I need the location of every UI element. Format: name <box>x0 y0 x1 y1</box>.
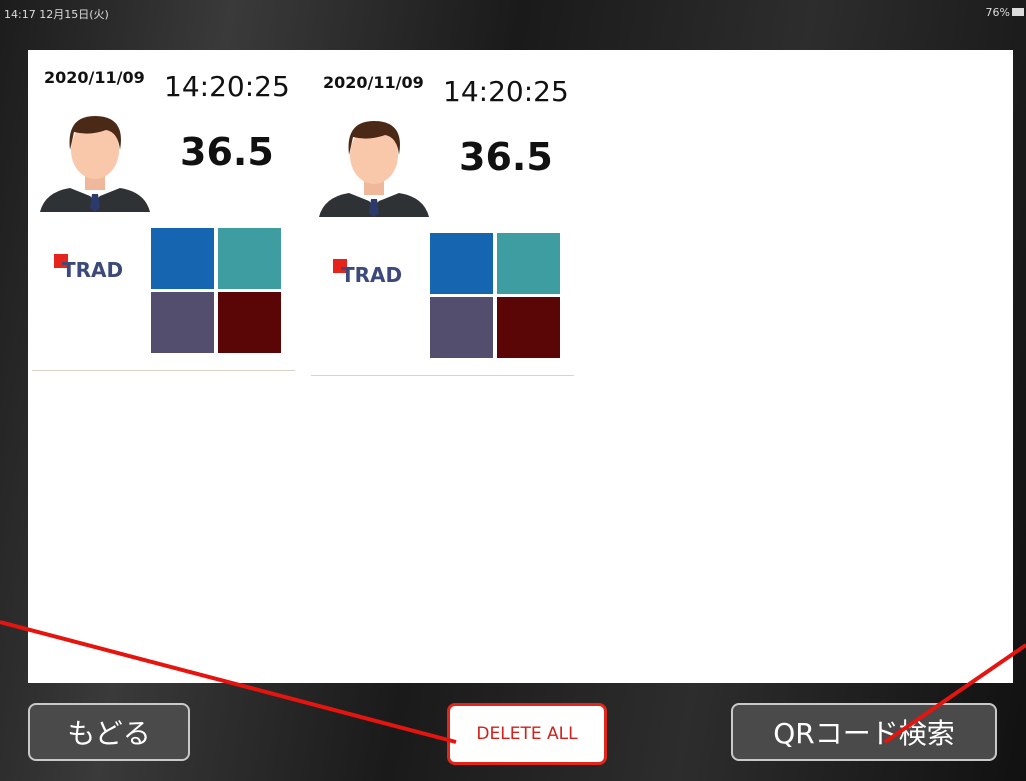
color-tile <box>497 233 560 294</box>
card-temperature: 36.5 <box>180 130 274 174</box>
back-button[interactable]: もどる <box>28 703 190 761</box>
color-tile <box>218 292 281 353</box>
status-bar: 14:17 12月15日(火) 76% <box>0 0 1026 32</box>
card-logo: TRAD <box>341 263 402 287</box>
battery-icon <box>1012 8 1024 16</box>
record-card[interactable]: 2020/11/09 14:20:25 36.5 TRAD <box>311 67 574 376</box>
avatar <box>40 102 150 216</box>
card-temperature: 36.5 <box>459 135 553 179</box>
avatar <box>319 107 429 221</box>
qr-search-button[interactable]: QRコード検索 <box>731 703 997 761</box>
card-logo: TRAD <box>62 258 123 282</box>
screen: 14:17 12月15日(火) 76% もどる DELETE ALL QRコード… <box>0 0 1026 781</box>
record-card[interactable]: 2020/11/09 14:20:25 36.5 TRAD <box>32 62 295 371</box>
color-tile <box>430 297 493 358</box>
color-tile <box>497 297 560 358</box>
color-tile <box>218 228 281 289</box>
color-tile <box>430 233 493 294</box>
color-tile <box>151 228 214 289</box>
card-time: 14:20:25 <box>443 75 569 108</box>
card-date: 2020/11/09 <box>323 73 424 92</box>
delete-all-button[interactable]: DELETE ALL <box>447 703 607 765</box>
color-tile <box>151 292 214 353</box>
card-date: 2020/11/09 <box>44 68 145 87</box>
battery-percent: 76% <box>986 6 1010 19</box>
status-time: 14:17 12月15日(火) <box>4 6 109 22</box>
card-time: 14:20:25 <box>164 70 290 103</box>
